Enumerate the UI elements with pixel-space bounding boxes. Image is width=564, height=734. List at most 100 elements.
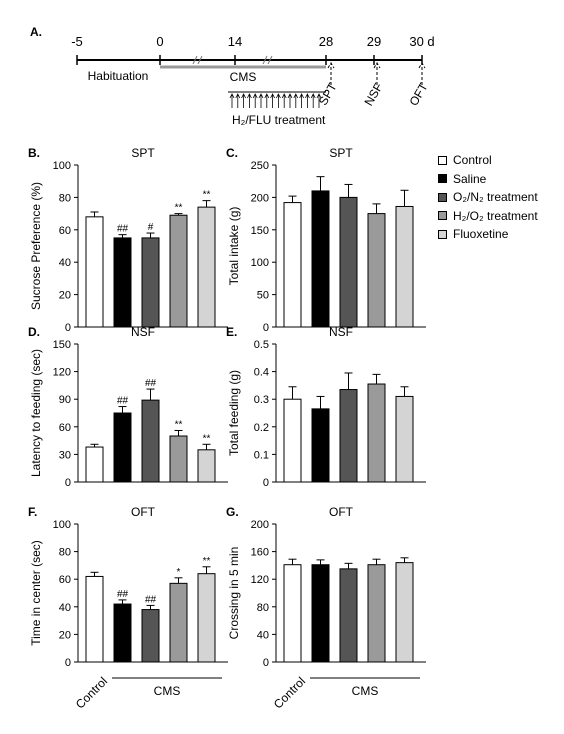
legend-item-control: Control — [438, 151, 538, 170]
legend-swatch — [438, 211, 447, 221]
chart-title: NSF — [329, 325, 353, 339]
bar — [197, 449, 216, 483]
chart-title: OFT — [131, 505, 156, 519]
significance-label: ** — [203, 190, 211, 201]
timeline-tick-label: 0 — [156, 34, 163, 49]
bar — [395, 395, 414, 483]
y-tick-label: 0.1 — [254, 449, 269, 461]
y-tick-label: 80 — [59, 547, 71, 559]
treatment-arrow — [276, 93, 281, 108]
test-arrow — [373, 62, 381, 85]
axis-break-mark — [262, 55, 273, 65]
y-tick-label: 250 — [251, 160, 269, 172]
panel-letter: E. — [226, 325, 237, 339]
significance-label: ## — [145, 594, 157, 605]
y-tick-label: 90 — [59, 394, 71, 406]
control-group-label: Control — [73, 674, 110, 711]
test-arrow — [418, 62, 426, 85]
legend-label: Saline — [453, 171, 487, 186]
bar — [141, 609, 160, 663]
panel-letter-a: A. — [30, 25, 42, 39]
treatment-arrow — [241, 93, 246, 108]
bar — [395, 562, 414, 663]
bar — [141, 399, 160, 483]
panel-letter: C. — [226, 146, 238, 160]
bar — [169, 582, 188, 663]
y-tick-label: 0 — [65, 477, 71, 489]
panel-letter: F. — [28, 505, 37, 519]
treatment-label: H₂/FLU treatment — [232, 113, 326, 127]
y-axis-label: Total intake (g) — [227, 207, 241, 286]
significance-label: ## — [117, 224, 129, 235]
bar — [339, 389, 358, 483]
panel-letter: G. — [226, 505, 239, 519]
y-tick-label: 80 — [59, 192, 71, 204]
cms-label-left: CMS — [154, 684, 181, 698]
y-tick-label: 60 — [59, 225, 71, 237]
treatment-arrow — [247, 93, 252, 108]
bar — [283, 398, 302, 483]
timeline-tick-label: 30 d — [409, 34, 434, 49]
significance-label: ** — [203, 433, 211, 444]
legend-label: H₂/O₂ treatment — [453, 208, 538, 223]
habituation-label: Habituation — [88, 69, 149, 83]
y-tick-label: 20 — [59, 290, 71, 302]
y-tick-label: 150 — [251, 225, 269, 237]
y-tick-label: 100 — [251, 257, 269, 269]
bar — [85, 216, 104, 328]
y-tick-label: 200 — [251, 519, 269, 531]
significance-label: ## — [145, 378, 157, 389]
chart-b: B. SPT 0 20 40 60 80 100 Sucrose Preference (%) #… — [28, 146, 228, 334]
treatment-arrow — [287, 93, 293, 108]
y-tick-label: 0 — [65, 657, 71, 669]
y-tick-label: 120 — [53, 367, 71, 379]
treatment-arrow — [299, 93, 304, 108]
y-tick-label: 150 — [53, 339, 71, 351]
bar — [311, 564, 330, 663]
timeline-tick-label: 14 — [228, 34, 242, 49]
treatment-arrow — [264, 93, 270, 108]
y-tick-label: 0 — [263, 477, 269, 489]
y-tick-label: 0.5 — [254, 339, 269, 351]
bar — [339, 568, 358, 663]
y-tick-label: 120 — [251, 574, 269, 586]
test-label-spt: SPT — [316, 80, 340, 108]
test-arrow — [327, 62, 335, 85]
y-tick-label: 40 — [257, 629, 269, 641]
y-tick-label: 0 — [263, 657, 269, 669]
bar — [339, 196, 358, 328]
y-axis-label: Sucrose Preference (%) — [29, 182, 43, 310]
treatment-arrow — [305, 93, 310, 108]
axis-break-mark — [192, 55, 203, 65]
legend-item-o2n2: O₂/N₂ treatment — [438, 188, 538, 207]
bar — [311, 190, 330, 328]
y-axis-label: Latency to feeding (sec) — [29, 349, 43, 477]
control-group-label-right: Control — [271, 674, 308, 711]
y-tick-label: 0.2 — [254, 422, 269, 434]
treatment-arrow — [310, 93, 316, 108]
chart-title: OFT — [329, 505, 354, 519]
bar — [367, 213, 386, 328]
y-tick-label: 40 — [59, 602, 71, 614]
timeline-panel: A. -5 0 14 28 29 30 d Habituation CMS H₂/FLU tre… — [30, 25, 435, 127]
bar — [85, 575, 104, 663]
y-axis-label: Crossing in 5 min — [227, 547, 241, 640]
cms-label: CMS — [230, 70, 257, 84]
y-tick-label: 160 — [251, 547, 269, 559]
y-tick-label: 0 — [65, 322, 71, 334]
legend-label: Control — [453, 153, 492, 167]
y-tick-label: 50 — [257, 290, 269, 302]
treatment-arrow — [229, 93, 235, 108]
bar — [395, 205, 414, 328]
y-tick-label: 30 — [59, 449, 71, 461]
significance-label: ** — [175, 203, 183, 214]
bar — [113, 412, 132, 483]
test-label-nsf: NSF — [361, 81, 385, 109]
panel-letter: D. — [28, 325, 40, 339]
legend-item-fluoxetine: Fluoxetine — [438, 225, 538, 244]
cms-label-right: CMS — [352, 684, 379, 698]
legend-item-h2o2: H₂/O₂ treatment — [438, 207, 538, 226]
legend-swatch — [438, 174, 447, 184]
bar — [283, 564, 302, 663]
significance-label: ## — [117, 589, 129, 600]
